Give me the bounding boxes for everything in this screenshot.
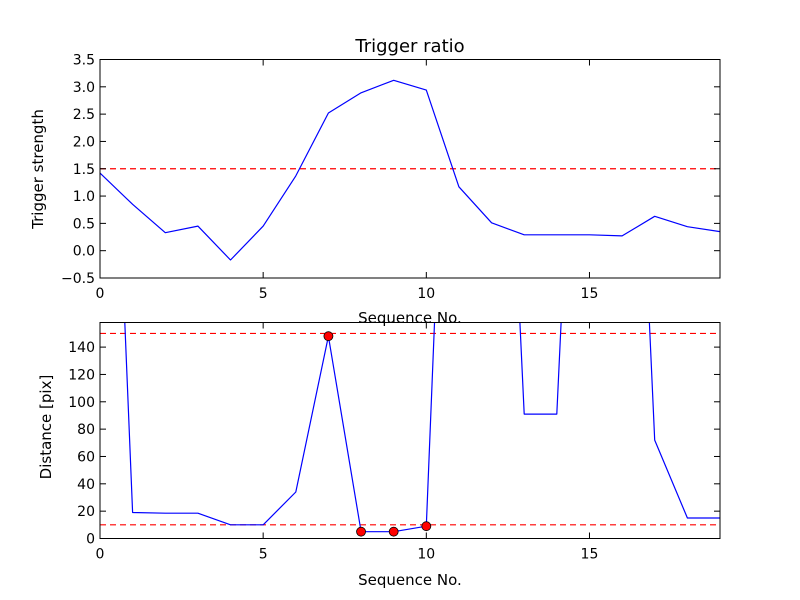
top-x-axis-label: Sequence No. <box>358 309 462 327</box>
x-tick-label: 10 <box>417 286 435 302</box>
x-tick-label: 0 <box>96 547 105 563</box>
highlighted-point <box>323 331 334 342</box>
highlighted-point <box>356 526 366 537</box>
y-tick-label: 40 <box>77 477 95 493</box>
y-tick-label: 120 <box>68 367 95 383</box>
y-tick-label: 0.5 <box>73 216 95 232</box>
top-y-axis-label: Trigger strength <box>29 109 47 230</box>
top-x-ticks: 0 5 10 15 <box>96 59 599 302</box>
x-tick-label: 10 <box>417 547 435 563</box>
y-tick-label: 2.0 <box>73 134 95 150</box>
y-tick-label: 100 <box>68 395 95 411</box>
x-tick-label: 0 <box>96 286 105 302</box>
bottom-axes-frame <box>99 322 721 539</box>
y-tick-label: 1.0 <box>73 189 95 205</box>
y-tick-label: 3.0 <box>73 80 95 96</box>
bottom-y-axis-label: Distance [pix] <box>37 375 55 480</box>
x-tick-label: 15 <box>581 286 599 302</box>
y-tick-label: −0.5 <box>61 271 95 287</box>
y-tick-label: 80 <box>77 422 95 438</box>
y-tick-label: 0 <box>86 532 95 548</box>
y-tick-label: 60 <box>77 449 95 465</box>
highlighted-point <box>388 526 399 537</box>
top-plot-area <box>100 79 720 261</box>
chart-title: Trigger ratio <box>354 36 464 57</box>
x-tick-label: 5 <box>259 286 268 302</box>
top-series-line <box>100 79 720 261</box>
y-tick-label: 0.0 <box>73 244 95 260</box>
y-tick-label: 20 <box>77 504 95 520</box>
bottom-x-axis-label: Sequence No. <box>358 571 462 589</box>
x-tick-label: 15 <box>581 547 599 563</box>
y-tick-label: 2.5 <box>73 107 95 123</box>
x-tick-label: 5 <box>259 547 268 563</box>
bottom-plot-area <box>100 322 720 537</box>
top-y-ticks: −0.5 0.0 0.5 1.0 1.5 2.0 2.5 3.0 3.5 <box>61 53 720 287</box>
bottom-series-line <box>124 322 720 533</box>
bottom-y-ticks: 0 20 40 60 80 100 120 140 <box>68 340 720 548</box>
y-tick-label: 140 <box>68 340 95 356</box>
distance-chart: 0 5 10 15 0 20 40 60 80 100 120 140 Sequence No. D… <box>37 322 721 589</box>
y-tick-label: 1.5 <box>73 162 95 178</box>
bottom-x-ticks: 0 5 10 15 <box>96 322 599 563</box>
highlighted-point <box>421 521 432 532</box>
trigger-ratio-chart: Trigger ratio 0 5 10 15 −0.5 0.0 0.5 1.0 1.5 2.0… <box>29 36 721 327</box>
y-tick-label: 3.5 <box>73 53 95 69</box>
